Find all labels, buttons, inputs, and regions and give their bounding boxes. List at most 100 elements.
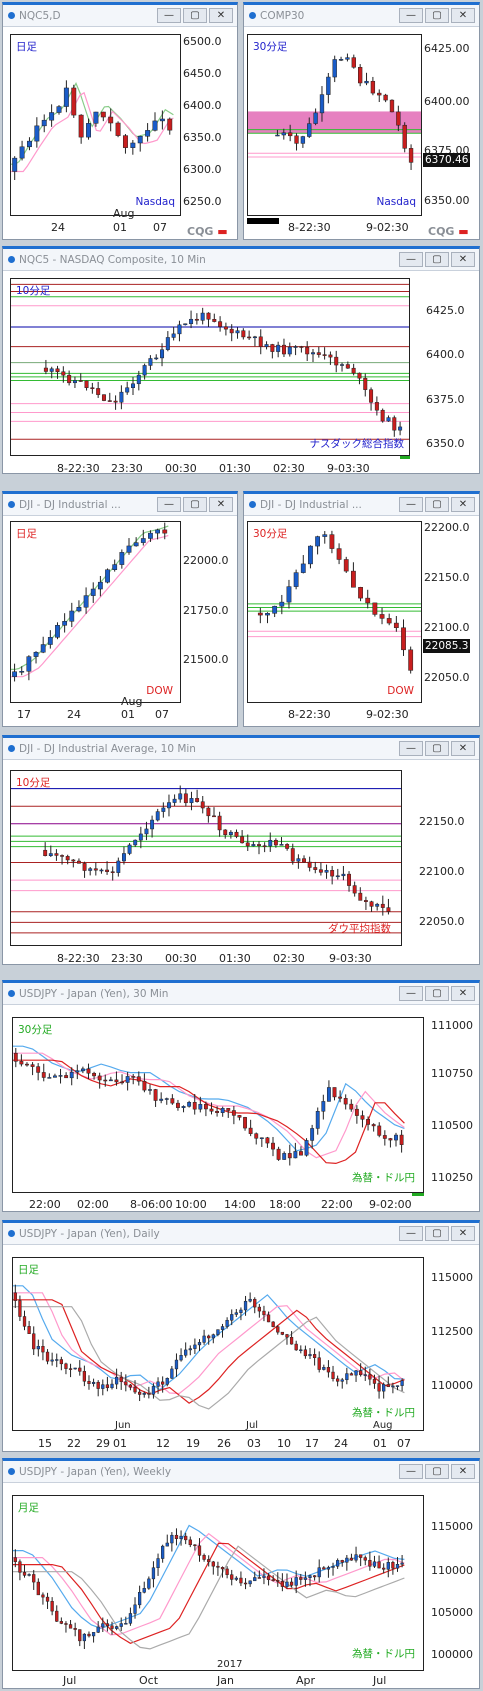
x-axis-label: 07 xyxy=(153,221,167,234)
chart-plot-area[interactable]: 日足 Nasdaq xyxy=(10,34,181,216)
candle-up xyxy=(41,119,47,127)
candle-down xyxy=(276,1326,280,1333)
candle-down xyxy=(41,1346,45,1353)
minimize-button[interactable]: — xyxy=(399,1226,423,1241)
candle-up xyxy=(179,1355,183,1361)
chart-window-dji-30min[interactable]: DJI - DJ Industrial ... — ▢ ✕ 30分足 DOW 222… xyxy=(243,491,480,727)
candle-up xyxy=(133,839,138,846)
chart-plot-area[interactable]: 月足 為替・ドル円 xyxy=(12,1495,424,1671)
maximize-button[interactable]: ▢ xyxy=(183,497,207,512)
x-axis-label: 9-03:30 xyxy=(329,952,372,965)
window-titlebar[interactable]: DJI - DJ Industrial ... — ▢ ✕ xyxy=(3,494,237,516)
chart-window-nasdaq-10min[interactable]: NQC5 - NASDAQ Composite, 10 Min — ▢ ✕ 10分足… xyxy=(2,246,480,475)
candle-down xyxy=(257,1306,261,1312)
close-button[interactable]: ✕ xyxy=(209,497,233,512)
candle-down xyxy=(19,1061,24,1065)
candle-up xyxy=(299,1349,303,1352)
chart-window-usdjpy-30min[interactable]: USDJPY - Japan (Yen), 30 Min — ▢ ✕ 30分足 為替… xyxy=(2,980,480,1212)
window-titlebar[interactable]: NQC5,D — ▢ ✕ xyxy=(3,5,237,27)
close-button[interactable]: ✕ xyxy=(451,986,475,1001)
close-button[interactable]: ✕ xyxy=(451,1464,475,1479)
maximize-button[interactable]: ▢ xyxy=(183,8,207,23)
period-label: 月足 xyxy=(18,1502,39,1514)
chart-window-usdjpy-weekly[interactable]: USDJPY - Japan (Yen), Weekly — ▢ ✕ 月足 為替・ド… xyxy=(2,1458,480,1689)
candle-down xyxy=(212,319,217,322)
minimize-button[interactable]: — xyxy=(157,8,181,23)
window-titlebar[interactable]: NQC5 - NASDAQ Composite, 10 Min — ▢ ✕ xyxy=(3,249,479,271)
candle-down xyxy=(358,892,363,901)
candle-up xyxy=(335,875,340,878)
candle-up xyxy=(315,536,320,547)
candle-up xyxy=(148,532,153,539)
moving-average-line xyxy=(13,1052,405,1159)
candle-down xyxy=(71,859,76,862)
chart-window-dji-daily[interactable]: DJI - DJ Industrial ... — ▢ ✕ 日足 DOW 22000… xyxy=(2,491,238,727)
period-label: 30分足 xyxy=(253,41,288,53)
x-axis-label: 01 xyxy=(113,221,127,234)
close-button[interactable]: ✕ xyxy=(451,1226,475,1241)
x-axis-label: Jan xyxy=(217,1674,234,1687)
y-axis-label: 110000 xyxy=(431,1379,473,1392)
x-axis-label: 10 xyxy=(277,1437,291,1450)
chart-plot-area[interactable]: 日足 DOW xyxy=(10,521,181,703)
chart-plot-area[interactable]: 30分足 Nasdaq xyxy=(247,34,422,216)
candle-down xyxy=(322,354,327,356)
close-button[interactable]: ✕ xyxy=(451,741,475,756)
close-button[interactable]: ✕ xyxy=(451,252,475,267)
close-button[interactable]: ✕ xyxy=(451,8,475,23)
chart-window-comp-30min[interactable]: COMP30 — ▢ ✕ 30分足 Nasdaq 6425.00 6400.00 6… xyxy=(243,2,480,240)
period-label: 日足 xyxy=(18,1264,39,1276)
candlestick-chart xyxy=(248,53,421,170)
candle-up xyxy=(235,330,240,334)
candle-down xyxy=(402,124,407,149)
candle-down xyxy=(317,1357,321,1370)
time-range-bar xyxy=(247,218,279,224)
chart-window-dow-10min[interactable]: DJI - DJ Industrial Average, 10 Min — ▢ ✕ … xyxy=(2,735,480,965)
candle-down xyxy=(257,844,261,846)
maximize-button[interactable]: ▢ xyxy=(425,741,449,756)
window-titlebar[interactable]: COMP30 — ▢ ✕ xyxy=(244,5,479,27)
candle-up xyxy=(265,613,270,616)
chart-plot-area[interactable]: 30分足 DOW xyxy=(247,521,422,703)
candle-down xyxy=(183,793,188,804)
candle-up xyxy=(184,1349,188,1356)
candle-down xyxy=(372,602,378,615)
minimize-button[interactable]: — xyxy=(399,252,423,267)
chart-plot-area[interactable]: 10分足 ナスダック総合指数 xyxy=(10,278,410,456)
minimize-button[interactable]: — xyxy=(399,497,423,512)
maximize-button[interactable]: ▢ xyxy=(425,1226,449,1241)
candle-up xyxy=(398,426,403,431)
candle-up xyxy=(36,1346,40,1350)
window-titlebar[interactable]: USDJPY - Japan (Yen), Daily — ▢ ✕ xyxy=(3,1223,479,1245)
window-titlebar[interactable]: USDJPY - Japan (Yen), 30 Min — ▢ ✕ xyxy=(3,983,479,1005)
x-axis-month-label: Jul xyxy=(246,1420,259,1431)
chart-plot-area[interactable]: 10分足 ダウ平均指数 xyxy=(10,770,402,946)
chart-window-nqc5-daily[interactable]: NQC5,D — ▢ ✕ 日足 Nasdaq 6500.0 6450.0 6400.… xyxy=(2,2,238,240)
candle-up xyxy=(110,1383,114,1389)
maximize-button[interactable]: ▢ xyxy=(425,8,449,23)
chart-plot-area[interactable]: 30分足 為替・ドル円 xyxy=(12,1017,424,1193)
maximize-button[interactable]: ▢ xyxy=(425,252,449,267)
maximize-button[interactable]: ▢ xyxy=(425,986,449,1001)
maximize-button[interactable]: ▢ xyxy=(425,497,449,512)
candle-up xyxy=(332,59,337,78)
minimize-button[interactable]: — xyxy=(399,8,423,23)
minimize-button[interactable]: — xyxy=(399,986,423,1001)
window-titlebar[interactable]: DJI - DJ Industrial Average, 10 Min — ▢ ✕ xyxy=(3,738,479,760)
minimize-button[interactable]: — xyxy=(399,1464,423,1479)
candle-up xyxy=(375,903,380,907)
minimize-button[interactable]: — xyxy=(399,741,423,756)
candle-up xyxy=(326,1567,331,1570)
chart-plot-area[interactable]: 日足 為替・ドル円 xyxy=(12,1257,424,1431)
candle-down xyxy=(243,1582,248,1585)
close-button[interactable]: ✕ xyxy=(451,497,475,512)
minimize-button[interactable]: — xyxy=(157,497,181,512)
y-axis-label: 6350.00 xyxy=(424,194,470,207)
close-button[interactable]: ✕ xyxy=(209,8,233,23)
maximize-button[interactable]: ▢ xyxy=(425,1464,449,1479)
candle-down xyxy=(289,1581,294,1586)
chart-window-usdjpy-daily[interactable]: USDJPY - Japan (Yen), Daily — ▢ ✕ 日足 為替・ドル… xyxy=(2,1220,480,1452)
candle-down xyxy=(243,1117,247,1129)
window-titlebar[interactable]: USDJPY - Japan (Yen), Weekly — ▢ ✕ xyxy=(3,1461,479,1483)
window-titlebar[interactable]: DJI - DJ Industrial ... — ▢ ✕ xyxy=(244,494,479,516)
